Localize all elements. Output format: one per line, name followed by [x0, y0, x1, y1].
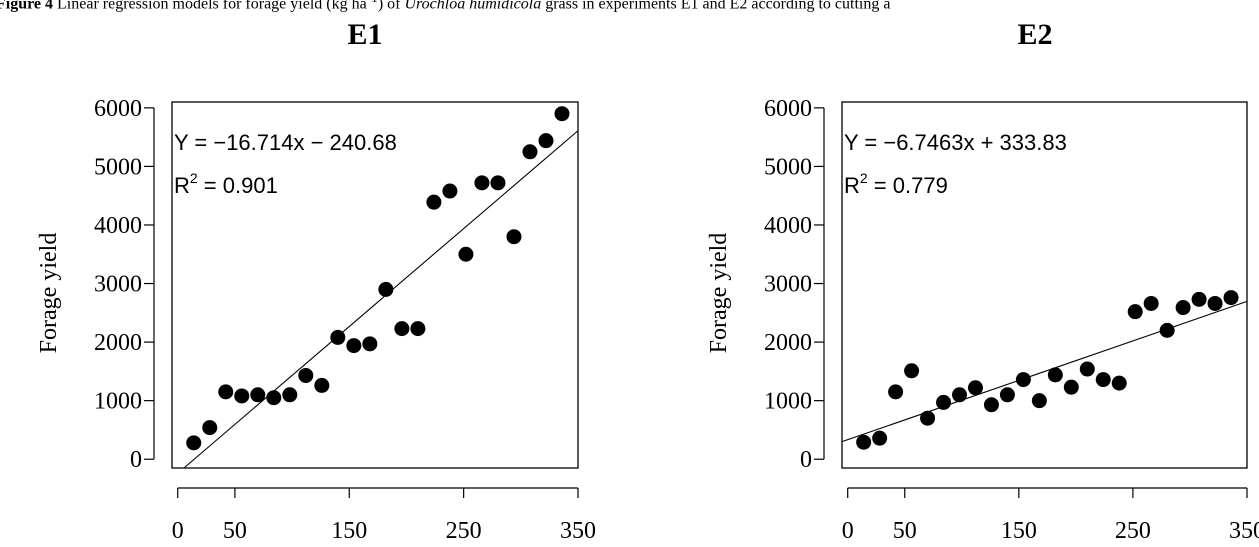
- e2-data-point: [1079, 361, 1095, 377]
- e2-data-point: [1127, 304, 1143, 320]
- e1-data-point: [330, 329, 346, 345]
- e2-y-tick-label: 5000: [764, 154, 812, 180]
- caption-text-before: Linear regression models for forage yiel…: [57, 0, 367, 13]
- e1-x-tick-label: 350: [560, 518, 596, 542]
- e2-y-tick-label: 4000: [764, 213, 812, 239]
- e1-y-tick-label: 5000: [94, 154, 142, 180]
- e1-y-tick-label: 0: [130, 447, 142, 473]
- figure-caption: Figure 4 Linear regression models for fo…: [0, 0, 890, 13]
- e1-data-point: [362, 336, 378, 352]
- e1-data-point: [522, 144, 538, 160]
- e1-data-point: [426, 194, 442, 210]
- e2-data-point: [1031, 393, 1047, 409]
- e1-y-tick-label: 6000: [94, 96, 142, 122]
- e1-data-point: [554, 106, 570, 122]
- e2-y-axis-label: Forage yield: [706, 233, 732, 354]
- e2-title: E2: [1017, 18, 1052, 51]
- caption-species: Urochloa humidicola: [404, 0, 542, 13]
- e2-data-point: [1063, 379, 1079, 395]
- e2-data-point: [872, 430, 888, 446]
- e1-data-point: [298, 367, 314, 383]
- e1-x-tick-label: 250: [446, 518, 482, 542]
- e2-data-point: [904, 363, 920, 379]
- e2-y-tick-label: 2000: [764, 330, 812, 356]
- e1-data-point: [218, 384, 234, 400]
- e2-data-point: [1047, 367, 1063, 383]
- e2-regression-line: [841, 300, 1248, 443]
- e1-r-squared: R2 = 0.901: [174, 170, 278, 198]
- e2-data-point: [1207, 295, 1223, 311]
- e2-data-point: [888, 384, 904, 400]
- caption-label: Figure 4: [0, 0, 54, 13]
- e2-data-point: [920, 410, 936, 426]
- e1-data-point: [266, 390, 282, 406]
- e1-x-tick-label: 0: [172, 518, 184, 542]
- e1-regression-line: [183, 130, 579, 469]
- e1-y-tick-label: 3000: [94, 272, 142, 298]
- e2-data-point: [1111, 375, 1127, 391]
- e1-data-point: [442, 183, 458, 199]
- e2-y-tick-label: 6000: [764, 96, 812, 122]
- e1-y-axis-label: Forage yield: [36, 233, 62, 354]
- e2-data-point: [1175, 300, 1191, 316]
- e1-data-point: [314, 377, 330, 393]
- e2-data-point: [1143, 295, 1159, 311]
- e1-title: E1: [347, 18, 382, 51]
- e2-y-tick-label: 0: [800, 447, 812, 473]
- e1-data-point: [282, 387, 298, 403]
- e1-data-point: [458, 246, 474, 262]
- e2-data-point: [952, 387, 968, 403]
- e2-data-point: [967, 380, 983, 396]
- e2-equation: Y = −6.7463x + 333.83: [844, 130, 1067, 155]
- e1-data-point: [378, 281, 394, 297]
- e2-x-tick-label: 150: [1001, 518, 1037, 542]
- caption-unit-superscript: -1: [367, 0, 378, 5]
- e1-plot-frame: [171, 101, 579, 469]
- e1-y-tick-label: 2000: [94, 330, 142, 356]
- e1-data-point: [394, 321, 410, 337]
- e2-data-point: [1159, 322, 1175, 338]
- e2-data-point: [1015, 372, 1031, 388]
- e1-y-tick-label: 1000: [94, 389, 142, 415]
- e1-data-point: [346, 338, 362, 354]
- e1-data-point: [234, 388, 250, 404]
- e2-x-tick-label: 50: [893, 518, 917, 542]
- e2-y-tick-label: 3000: [764, 272, 812, 298]
- e1-x-tick-label: 50: [223, 518, 247, 542]
- e1-data-point: [202, 420, 218, 436]
- e1-data-point: [186, 435, 202, 451]
- e1-data-point: [506, 229, 522, 245]
- e2-data-point: [983, 397, 999, 413]
- e2-r-squared: R2 = 0.779: [844, 170, 948, 198]
- e1-data-point: [250, 387, 266, 403]
- e2-data-point: [856, 434, 872, 450]
- e2-plot-frame: [841, 101, 1248, 469]
- e1-data-point: [474, 175, 490, 191]
- e2-data-point: [1223, 290, 1239, 306]
- caption-text-mid: ) of: [377, 0, 405, 13]
- e2-x-tick-label: 0: [842, 518, 854, 542]
- caption-text-after: grass in experiments E1 and E2 according…: [541, 0, 891, 13]
- e2-x-tick-label: 250: [1115, 518, 1151, 542]
- e1-x-tick-label: 150: [331, 518, 367, 542]
- e2-data-point: [1095, 372, 1111, 388]
- e2-data-point: [936, 394, 952, 410]
- e2-data-point: [999, 387, 1015, 403]
- e2-y-tick-label: 1000: [764, 389, 812, 415]
- e1-equation: Y = −16.714x − 240.68: [174, 130, 397, 155]
- e1-data-point: [490, 175, 506, 191]
- e1-data-point: [538, 133, 554, 149]
- e1-y-tick-label: 4000: [94, 213, 142, 239]
- e1-data-point: [410, 321, 426, 337]
- e2-x-tick-label: 350: [1229, 518, 1259, 542]
- e2-data-point: [1191, 291, 1207, 307]
